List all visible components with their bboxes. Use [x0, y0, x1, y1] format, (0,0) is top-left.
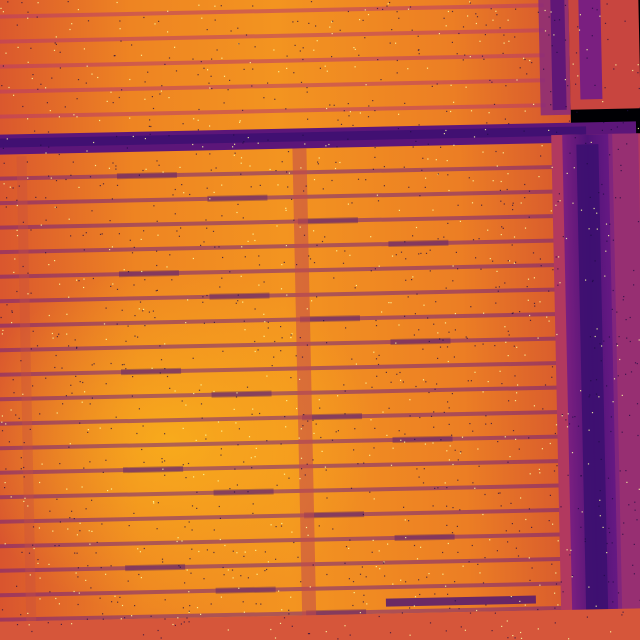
cell-stripe-dark — [301, 413, 363, 421]
cell-stripe-dark — [120, 367, 182, 376]
cell-stripe-dark — [211, 390, 272, 398]
left-seam — [16, 156, 37, 640]
cell-stripe-dark — [215, 586, 276, 594]
cell-stripe — [0, 556, 566, 573]
cell-stripe — [0, 581, 566, 598]
cell-stripe — [0, 53, 545, 69]
cell-stripe — [0, 605, 567, 622]
cell-stripe — [0, 532, 565, 549]
cell-stripe — [0, 360, 561, 377]
cell-stripe — [0, 483, 564, 500]
upper-panel-module — [0, 0, 571, 137]
cell-stripe — [0, 189, 558, 206]
cell-stripe — [0, 103, 546, 119]
cell-stripe — [0, 287, 560, 304]
bottom-frame — [0, 608, 640, 640]
cell-stripe-dark — [299, 315, 361, 323]
right-frame-strip — [551, 133, 640, 636]
cell-stripe-dark — [118, 269, 180, 278]
cell-stripe — [0, 213, 558, 230]
cell-stripe-dark — [123, 465, 184, 474]
cell-stripe — [0, 165, 557, 181]
cell-stripe — [0, 434, 563, 451]
right-frame-top — [567, 0, 640, 110]
cell-stripe-dark — [297, 217, 358, 225]
cell-stripe-dark — [125, 563, 186, 572]
cell-stripe — [0, 3, 544, 19]
cell-stripe — [0, 409, 563, 426]
cell-stripe-dark — [213, 488, 274, 496]
cell-stripe — [0, 238, 559, 255]
cell-stripe — [0, 385, 562, 402]
cell-stripe — [0, 262, 559, 279]
cell-stripe — [0, 507, 565, 524]
cell-stripe — [0, 336, 561, 353]
cell-stripe-dark — [392, 435, 453, 444]
cell-stripe-dark — [394, 533, 455, 541]
cell-stripe-dark — [390, 337, 451, 346]
cell-stripe-dark — [207, 194, 268, 202]
cell-stripe-dark — [388, 239, 449, 248]
cell-stripe — [0, 28, 545, 44]
cell-stripe — [0, 311, 560, 328]
cell-stripe-dark — [304, 511, 365, 519]
cell-stripe-dark — [209, 292, 270, 300]
lower-cell-stripes — [0, 165, 567, 622]
lower-panel-module — [0, 142, 587, 640]
upper-cell-stripes — [0, 3, 546, 119]
center-seam — [292, 148, 317, 640]
cell-stripe-dark — [116, 171, 177, 180]
cell-stripe — [0, 78, 546, 94]
cell-stripe — [0, 458, 564, 475]
